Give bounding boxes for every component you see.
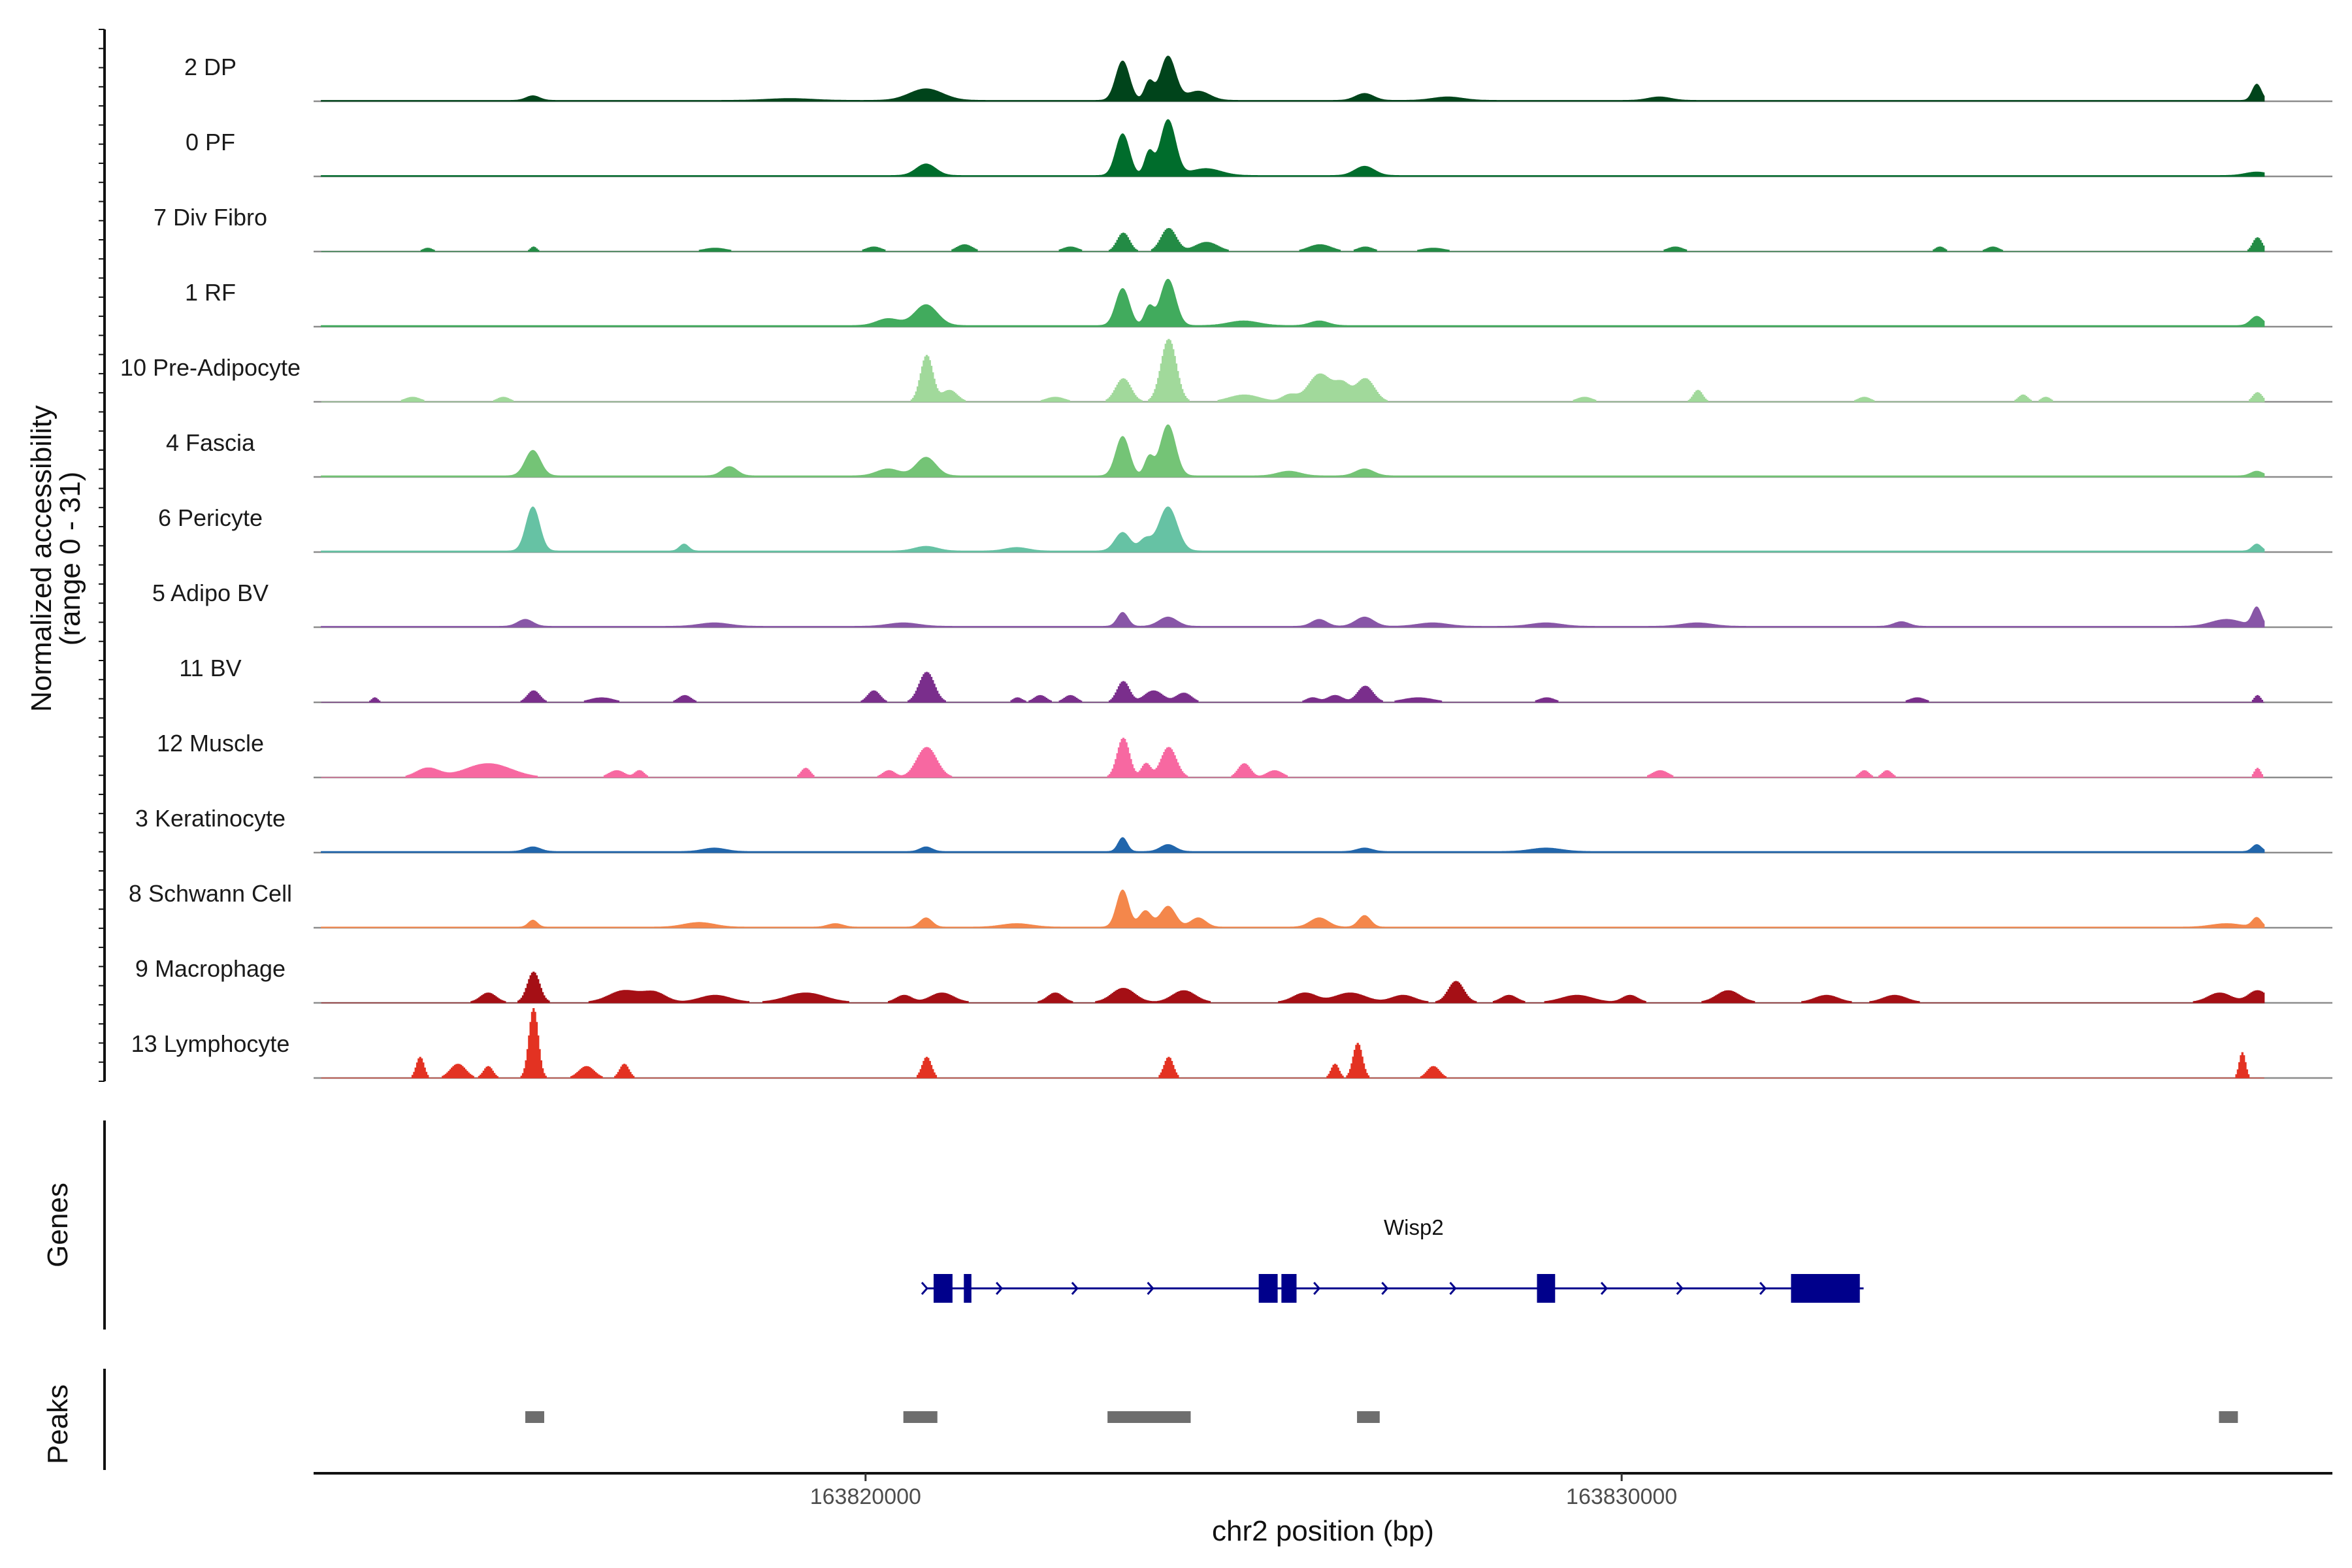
gene-strand-arrow [921, 1282, 928, 1295]
gene-exon [1791, 1274, 1860, 1303]
track-label-2-dp: 2 DP [184, 54, 237, 80]
track-label-0-pf: 0 PF [186, 129, 235, 155]
gene-strand-arrow [1676, 1282, 1684, 1295]
x-axis-tick-label: 163830000 [1566, 1484, 1677, 1509]
track-label-12-muscle: 12 Muscle [157, 730, 264, 757]
track-label-3-keratinocyte: 3 Keratinocyte [135, 805, 286, 832]
gene-strand-arrow [1381, 1282, 1389, 1295]
gene-exon [1537, 1274, 1556, 1303]
gene-strand-arrow [996, 1282, 1004, 1295]
track-label-10-pre-adipocyte: 10 Pre-Adipocyte [120, 354, 301, 381]
gene-strand-arrow [1147, 1282, 1154, 1295]
track-signal-6-pericyte [321, 506, 2265, 553]
peak-region [525, 1411, 544, 1423]
x-axis-title: chr2 position (bp) [1212, 1515, 1434, 1547]
peak-region [903, 1411, 938, 1423]
track-signal-8-schwann-cell [321, 889, 2265, 928]
gene-label: Wisp2 [1384, 1215, 1444, 1239]
track-label-1-rf: 1 RF [185, 279, 236, 306]
tracks-group: 2 DP 0 PF 7 Div Fibro 1 RF 10 Pre-Adipocyte 4… [120, 54, 2332, 1079]
track-label-5-adipo-bv: 5 Adipo BV [152, 580, 269, 606]
track-signal-10-pre-adipocyte [321, 338, 2265, 402]
gene-strand-arrow [1313, 1282, 1321, 1295]
track-signal-13-lymphocyte [321, 1008, 2264, 1079]
gene-model-wisp2: Wisp2 [921, 1215, 1864, 1303]
gene-exon [964, 1274, 972, 1303]
track-label-9-macrophage: 9 Macrophage [135, 955, 286, 982]
peak-region [2219, 1411, 2238, 1423]
gene-exon [1281, 1274, 1297, 1303]
gene-strand-arrow [1759, 1282, 1767, 1295]
gene-strand-arrow [1600, 1282, 1608, 1295]
track-signal-0-pf [321, 119, 2265, 177]
track-label-6-pericyte: 6 Pericyte [158, 504, 263, 531]
track-signal-2-dp [321, 56, 2265, 102]
gene-exon [933, 1274, 953, 1303]
genes-panel-title: Genes [42, 1183, 74, 1267]
gene-exon [1258, 1274, 1278, 1303]
x-axis: 163820000 163830000 [314, 1472, 2332, 1509]
accessibility-axis [99, 29, 106, 1082]
track-signal-5-adipo-bv [321, 606, 2265, 628]
track-signal-12-muscle [321, 738, 2264, 778]
track-label-8-schwann-cell: 8 Schwann Cell [129, 880, 292, 907]
x-axis-tick-label: 163820000 [810, 1484, 921, 1509]
peak-region [1107, 1411, 1191, 1423]
track-label-4-fascia: 4 Fascia [166, 429, 255, 456]
track-signal-4-fascia [321, 424, 2265, 478]
track-signal-9-macrophage [321, 972, 2265, 1004]
gene-strand-arrow [1449, 1282, 1457, 1295]
track-signal-11-bv [321, 672, 2264, 703]
track-signal-1-rf [321, 278, 2265, 327]
track-signal-3-keratinocyte [321, 837, 2265, 853]
track-signal-7-div-fibro [321, 228, 2265, 252]
track-label-13-lymphocyte: 13 Lymphocyte [131, 1030, 290, 1057]
y-axis-title-line2: (range 0 - 31) [54, 472, 86, 646]
track-label-11-bv: 11 BV [179, 655, 241, 681]
peak-regions-group [525, 1411, 2238, 1423]
y-axis-title-line1: Normalized accessibility [25, 405, 57, 711]
peaks-panel-title: Peaks [42, 1384, 74, 1464]
track-label-7-div-fibro: 7 Div Fibro [154, 204, 267, 231]
peak-region [1357, 1411, 1380, 1423]
gene-strand-arrow [1071, 1282, 1079, 1295]
